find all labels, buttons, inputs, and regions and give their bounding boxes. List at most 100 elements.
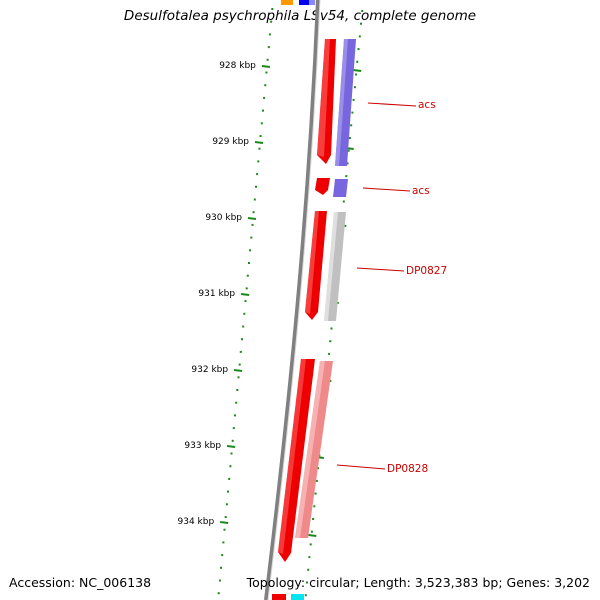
- cds-bar: [333, 179, 348, 197]
- genome-backbone-highlight: [267, 0, 321, 600]
- minor-tick: [253, 198, 256, 201]
- minor-tick: [223, 528, 226, 531]
- leader-line-dp0828: [336, 464, 386, 470]
- topology-text: Topology: circular; Length: 3,523,383 bp…: [246, 575, 590, 590]
- minor-tick: [252, 211, 255, 214]
- minor-tick: [330, 327, 333, 330]
- minor-tick: [317, 467, 319, 470]
- minor-tick: [230, 452, 233, 455]
- minor-tick: [355, 73, 358, 76]
- minor-tick: [255, 185, 257, 188]
- gene-arrow-shade: [278, 359, 306, 554]
- tick-label: 933 kbp: [184, 441, 221, 451]
- cds-bar-shade: [335, 39, 348, 166]
- minor-tick: [225, 503, 228, 506]
- minor-tick: [266, 58, 269, 61]
- minor-tick: [238, 363, 241, 366]
- minor-tick: [312, 518, 315, 520]
- minor-tick: [217, 592, 220, 595]
- minor-tick: [241, 338, 243, 341]
- gene-arrow: [315, 178, 330, 195]
- gene-bottom-cyan: [291, 594, 304, 600]
- minor-tick: [227, 490, 229, 493]
- minor-tick: [350, 124, 353, 127]
- major-tick-left: [240, 293, 250, 296]
- minor-tick: [270, 20, 273, 23]
- minor-tick: [345, 175, 348, 178]
- tick-label: 932 kbp: [191, 365, 228, 375]
- minor-tick: [220, 566, 222, 569]
- gene-bottom-red: [272, 594, 286, 600]
- major-tick-right: [353, 69, 362, 72]
- minor-tick: [218, 579, 221, 582]
- minor-tick: [237, 376, 240, 379]
- gene-acs-2[interactable]: [315, 178, 348, 197]
- genome-backbone: [264, 0, 320, 600]
- minor-tick: [307, 568, 310, 571]
- major-tick-right: [308, 534, 317, 537]
- tick-label: 930 kbp: [205, 213, 242, 223]
- minor-tick: [231, 439, 234, 442]
- gene-dp0828[interactable]: [278, 359, 333, 562]
- minor-tick: [304, 594, 307, 597]
- minor-tick: [222, 541, 225, 544]
- gene-arrow-shade: [317, 39, 330, 157]
- minor-tick: [257, 160, 260, 163]
- minor-tick: [221, 554, 224, 557]
- gene-label-dp0828[interactable]: DP0828: [387, 463, 428, 475]
- minor-tick: [315, 479, 318, 482]
- minor-tick: [265, 71, 268, 74]
- minor-tick: [234, 414, 236, 417]
- major-tick-left: [226, 445, 236, 448]
- minor-tick: [306, 581, 308, 584]
- minor-tick: [228, 477, 231, 480]
- tick-label: 934 kbp: [178, 517, 215, 527]
- minor-tick: [242, 325, 245, 328]
- minor-tick: [328, 352, 331, 355]
- minor-tick: [251, 223, 254, 226]
- minor-tick: [351, 111, 354, 114]
- leader-line-acs-1: [367, 102, 417, 107]
- minor-tick: [346, 162, 349, 165]
- gene-labels: acs acs DP0827 DP0828: [336, 99, 447, 475]
- gene-top-orange: [281, 0, 293, 5]
- minor-tick: [236, 389, 239, 391]
- gene-label-dp0827[interactable]: DP0827: [406, 265, 447, 277]
- gene-label-acs-2[interactable]: acs: [412, 185, 430, 197]
- minor-tick: [245, 287, 248, 290]
- minor-tick: [235, 401, 238, 404]
- major-tick-left: [220, 521, 229, 524]
- major-tick-left: [247, 217, 257, 220]
- tick-label: 928 kbp: [219, 61, 256, 71]
- minor-tick: [356, 60, 359, 63]
- minor-tick: [360, 22, 362, 25]
- gene-label-acs-1[interactable]: acs: [418, 99, 436, 111]
- accession-text: Accession: NC_006138: [9, 575, 152, 590]
- minor-tick: [329, 340, 332, 343]
- minor-tick: [267, 46, 270, 49]
- minor-ticks-left: [217, 8, 274, 595]
- gene-arrow-shade: [305, 211, 319, 314]
- minor-tick: [348, 137, 351, 139]
- tick-labels: 928 kbp 929 kbp 930 kbp 931 kbp 932 kbp 933 k…: [178, 61, 257, 527]
- gene-top-blue-light: [309, 0, 315, 5]
- minor-tick: [264, 84, 267, 87]
- minor-tick: [259, 135, 262, 137]
- minor-tick: [309, 543, 312, 546]
- major-tick-left: [254, 141, 264, 144]
- genome-title: Desulfotalea psychrophila LSv54, complet…: [123, 8, 477, 24]
- minor-tick: [229, 465, 232, 468]
- minor-tick: [314, 492, 317, 495]
- major-tick-left: [261, 65, 271, 68]
- major-tick-left: [233, 369, 243, 372]
- leader-line-dp0827: [356, 267, 405, 272]
- minor-tick: [310, 530, 313, 533]
- gene-acs-1[interactable]: [317, 39, 356, 166]
- minor-tick: [353, 86, 356, 89]
- gene-dp0827[interactable]: [305, 211, 346, 321]
- minor-tick: [347, 149, 350, 152]
- minor-tick: [308, 556, 311, 559]
- minor-tick: [224, 516, 227, 518]
- minor-tick: [243, 312, 246, 315]
